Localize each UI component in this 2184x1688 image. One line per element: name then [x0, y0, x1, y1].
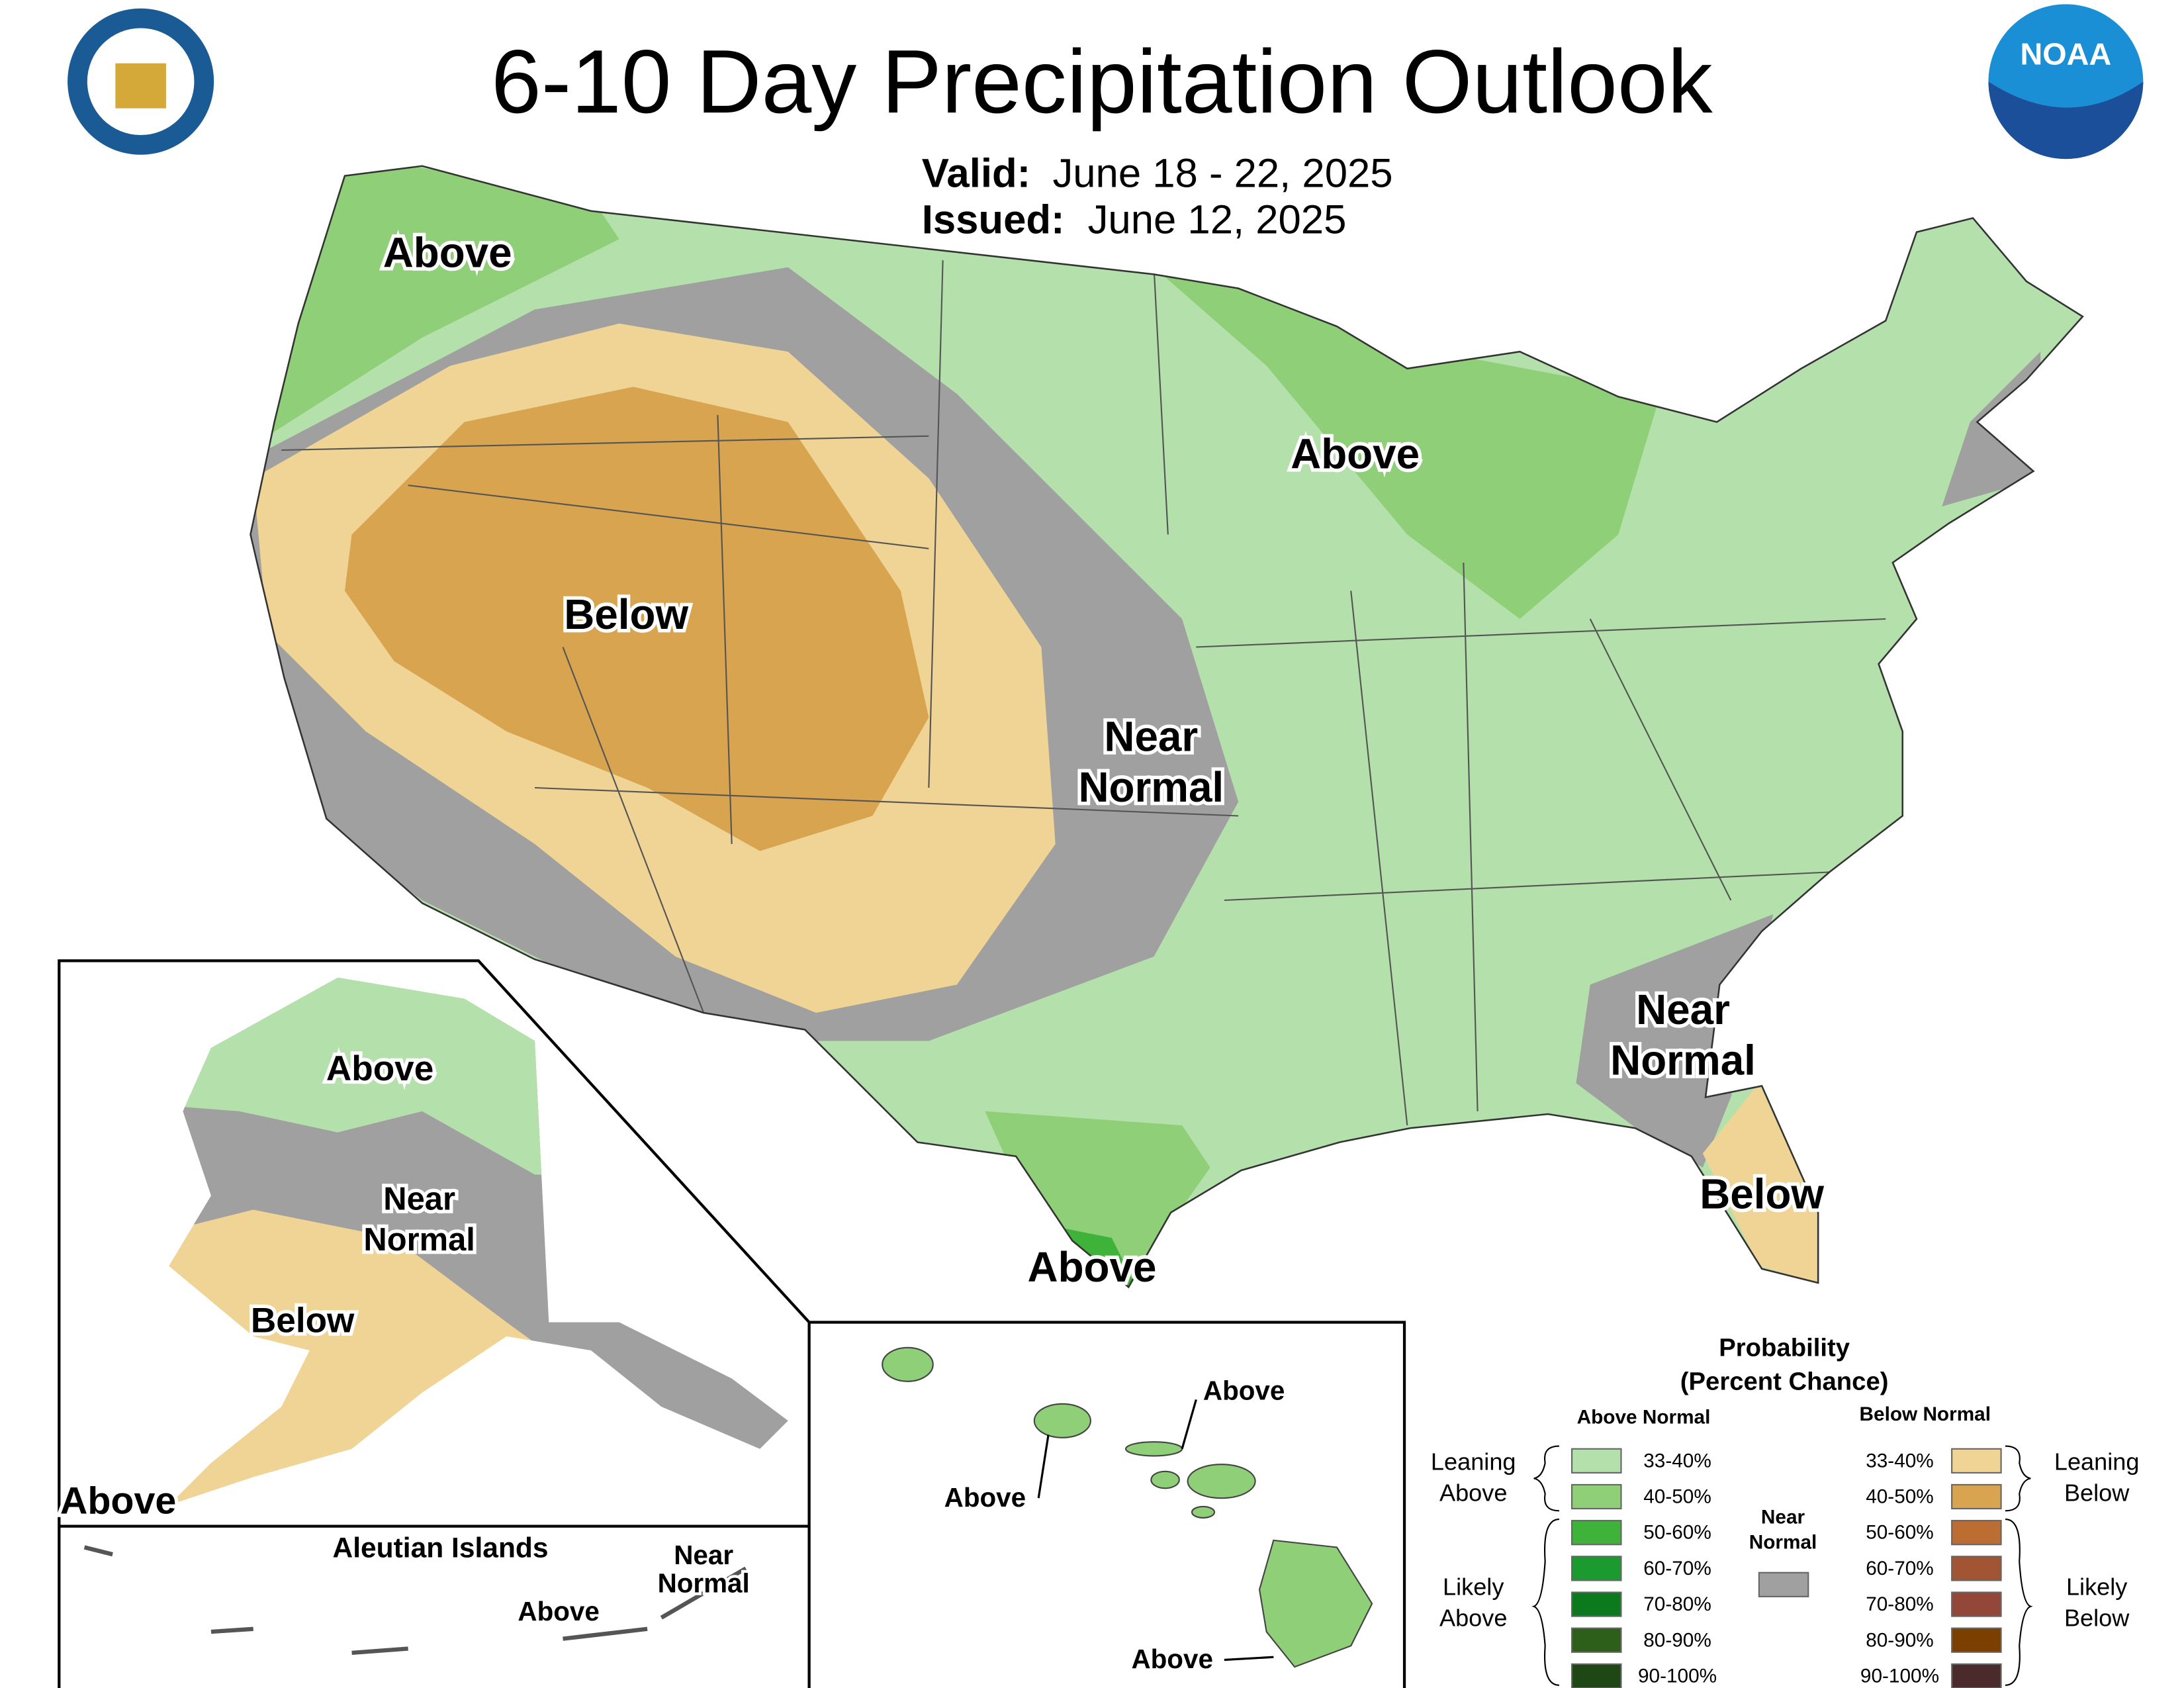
map-label: Above [944, 1482, 1026, 1513]
legend-range: 50-60% [1866, 1522, 1934, 1544]
issued-date: June 12, 2025 [1088, 197, 1347, 243]
valid-label: Valid: [922, 151, 1030, 197]
map-label: Above [60, 1480, 176, 1523]
legend-range: 90-100% [1860, 1665, 1939, 1687]
hawaii [882, 1346, 1373, 1668]
legend-range: 40-50% [1643, 1486, 1711, 1508]
legend-swatch [1571, 1483, 1622, 1510]
legend-group: Below [2064, 1605, 2130, 1632]
legend-range: 50-60% [1643, 1522, 1711, 1544]
legend-subtitle: (Percent Chance) [1680, 1368, 1889, 1396]
conus [250, 165, 2084, 1288]
noaa-text: NOAA [2021, 37, 2112, 71]
legend-swatch [1951, 1483, 2002, 1510]
map-label: Above [518, 1596, 599, 1626]
legend-swatch [1571, 1663, 1622, 1688]
legend-swatch [1951, 1448, 2002, 1474]
map-label: Near [1636, 986, 1730, 1033]
legend-range: 70-80% [1643, 1593, 1711, 1615]
legend-range: 33-40% [1866, 1450, 1934, 1472]
map-label: Near [674, 1540, 733, 1570]
legend-group: Above [1439, 1605, 1507, 1632]
legend-range: 60-70% [1643, 1558, 1711, 1579]
legend-range: 60-70% [1866, 1558, 1934, 1579]
legend-swatch [1951, 1520, 2002, 1546]
issued-label: Issued: [922, 197, 1065, 243]
map-label: Above [326, 1049, 433, 1088]
region-below-core [344, 387, 929, 851]
legend-title: Probability [1719, 1334, 1850, 1362]
map-label: Above [1203, 1375, 1285, 1405]
map-label: Normal [658, 1568, 750, 1599]
legend-swatch [1951, 1591, 2002, 1617]
legend-near: Near [1761, 1506, 1805, 1528]
region-below-fl [1702, 1083, 1819, 1283]
legend-range: 80-90% [1866, 1629, 1934, 1651]
map-label: Near [1104, 713, 1198, 761]
legend-swatch [1951, 1663, 2002, 1688]
leader-lines [1037, 1399, 1274, 1662]
legend-group: Likely [2066, 1573, 2127, 1601]
region-above-lakes [1154, 267, 1661, 619]
map-label: Normal [1078, 763, 1224, 811]
legend-group: Above [1439, 1479, 1507, 1506]
map-label: Above [1291, 430, 1420, 478]
map-label: Above [383, 229, 512, 277]
map-label: Normal [1610, 1037, 1756, 1084]
map-label: Near [383, 1182, 455, 1217]
map-label: Above [1028, 1243, 1157, 1291]
legend-swatch [1571, 1627, 1622, 1653]
legend: Probability (Percent Chance) Above Norma… [1431, 1334, 2140, 1688]
legend-swatch [1571, 1591, 1622, 1617]
valid-dates: June 18 - 22, 2025 [1052, 151, 1392, 197]
legend-range: 80-90% [1643, 1629, 1711, 1651]
legend-header: Above Normal [1577, 1407, 1711, 1429]
legend-swatch [1571, 1448, 1622, 1474]
legend-swatch [1571, 1520, 1622, 1546]
legend-group: Likely [1443, 1573, 1504, 1601]
commerce-seal [68, 8, 214, 155]
legend-group: Leaning [1431, 1448, 1516, 1476]
map-label: Below [251, 1301, 355, 1340]
legend-near: Normal [1749, 1532, 1817, 1554]
legend-swatch [1951, 1627, 2002, 1653]
noaa-logo: NOAA [1988, 4, 2144, 160]
legend-range: 40-50% [1866, 1486, 1934, 1508]
legend-braces [1531, 1445, 2033, 1686]
map-label: Above [1131, 1644, 1212, 1674]
legend-group: Below [2064, 1479, 2130, 1506]
aleutian-islands [83, 1545, 747, 1656]
legend-group: Leaning [2054, 1448, 2140, 1476]
map-label: Below [564, 590, 688, 638]
legend-swatch [1951, 1556, 2002, 1581]
legend-range: 33-40% [1643, 1450, 1711, 1472]
legend-header: Below Normal [1860, 1403, 1991, 1425]
aleutian-title: Aleutian Islands [333, 1532, 549, 1564]
map-label: Normal [363, 1222, 475, 1258]
region-near-se [1576, 914, 1774, 1168]
legend-range: 70-80% [1866, 1593, 1934, 1615]
title: 6-10 Day Precipitation Outlook [491, 31, 1713, 132]
legend-range: 90-100% [1638, 1665, 1717, 1687]
map-label: Below [1700, 1170, 1824, 1217]
legend-swatch [1571, 1556, 1622, 1581]
region-above-nw [253, 165, 619, 436]
legend-swatch [1758, 1571, 1809, 1597]
